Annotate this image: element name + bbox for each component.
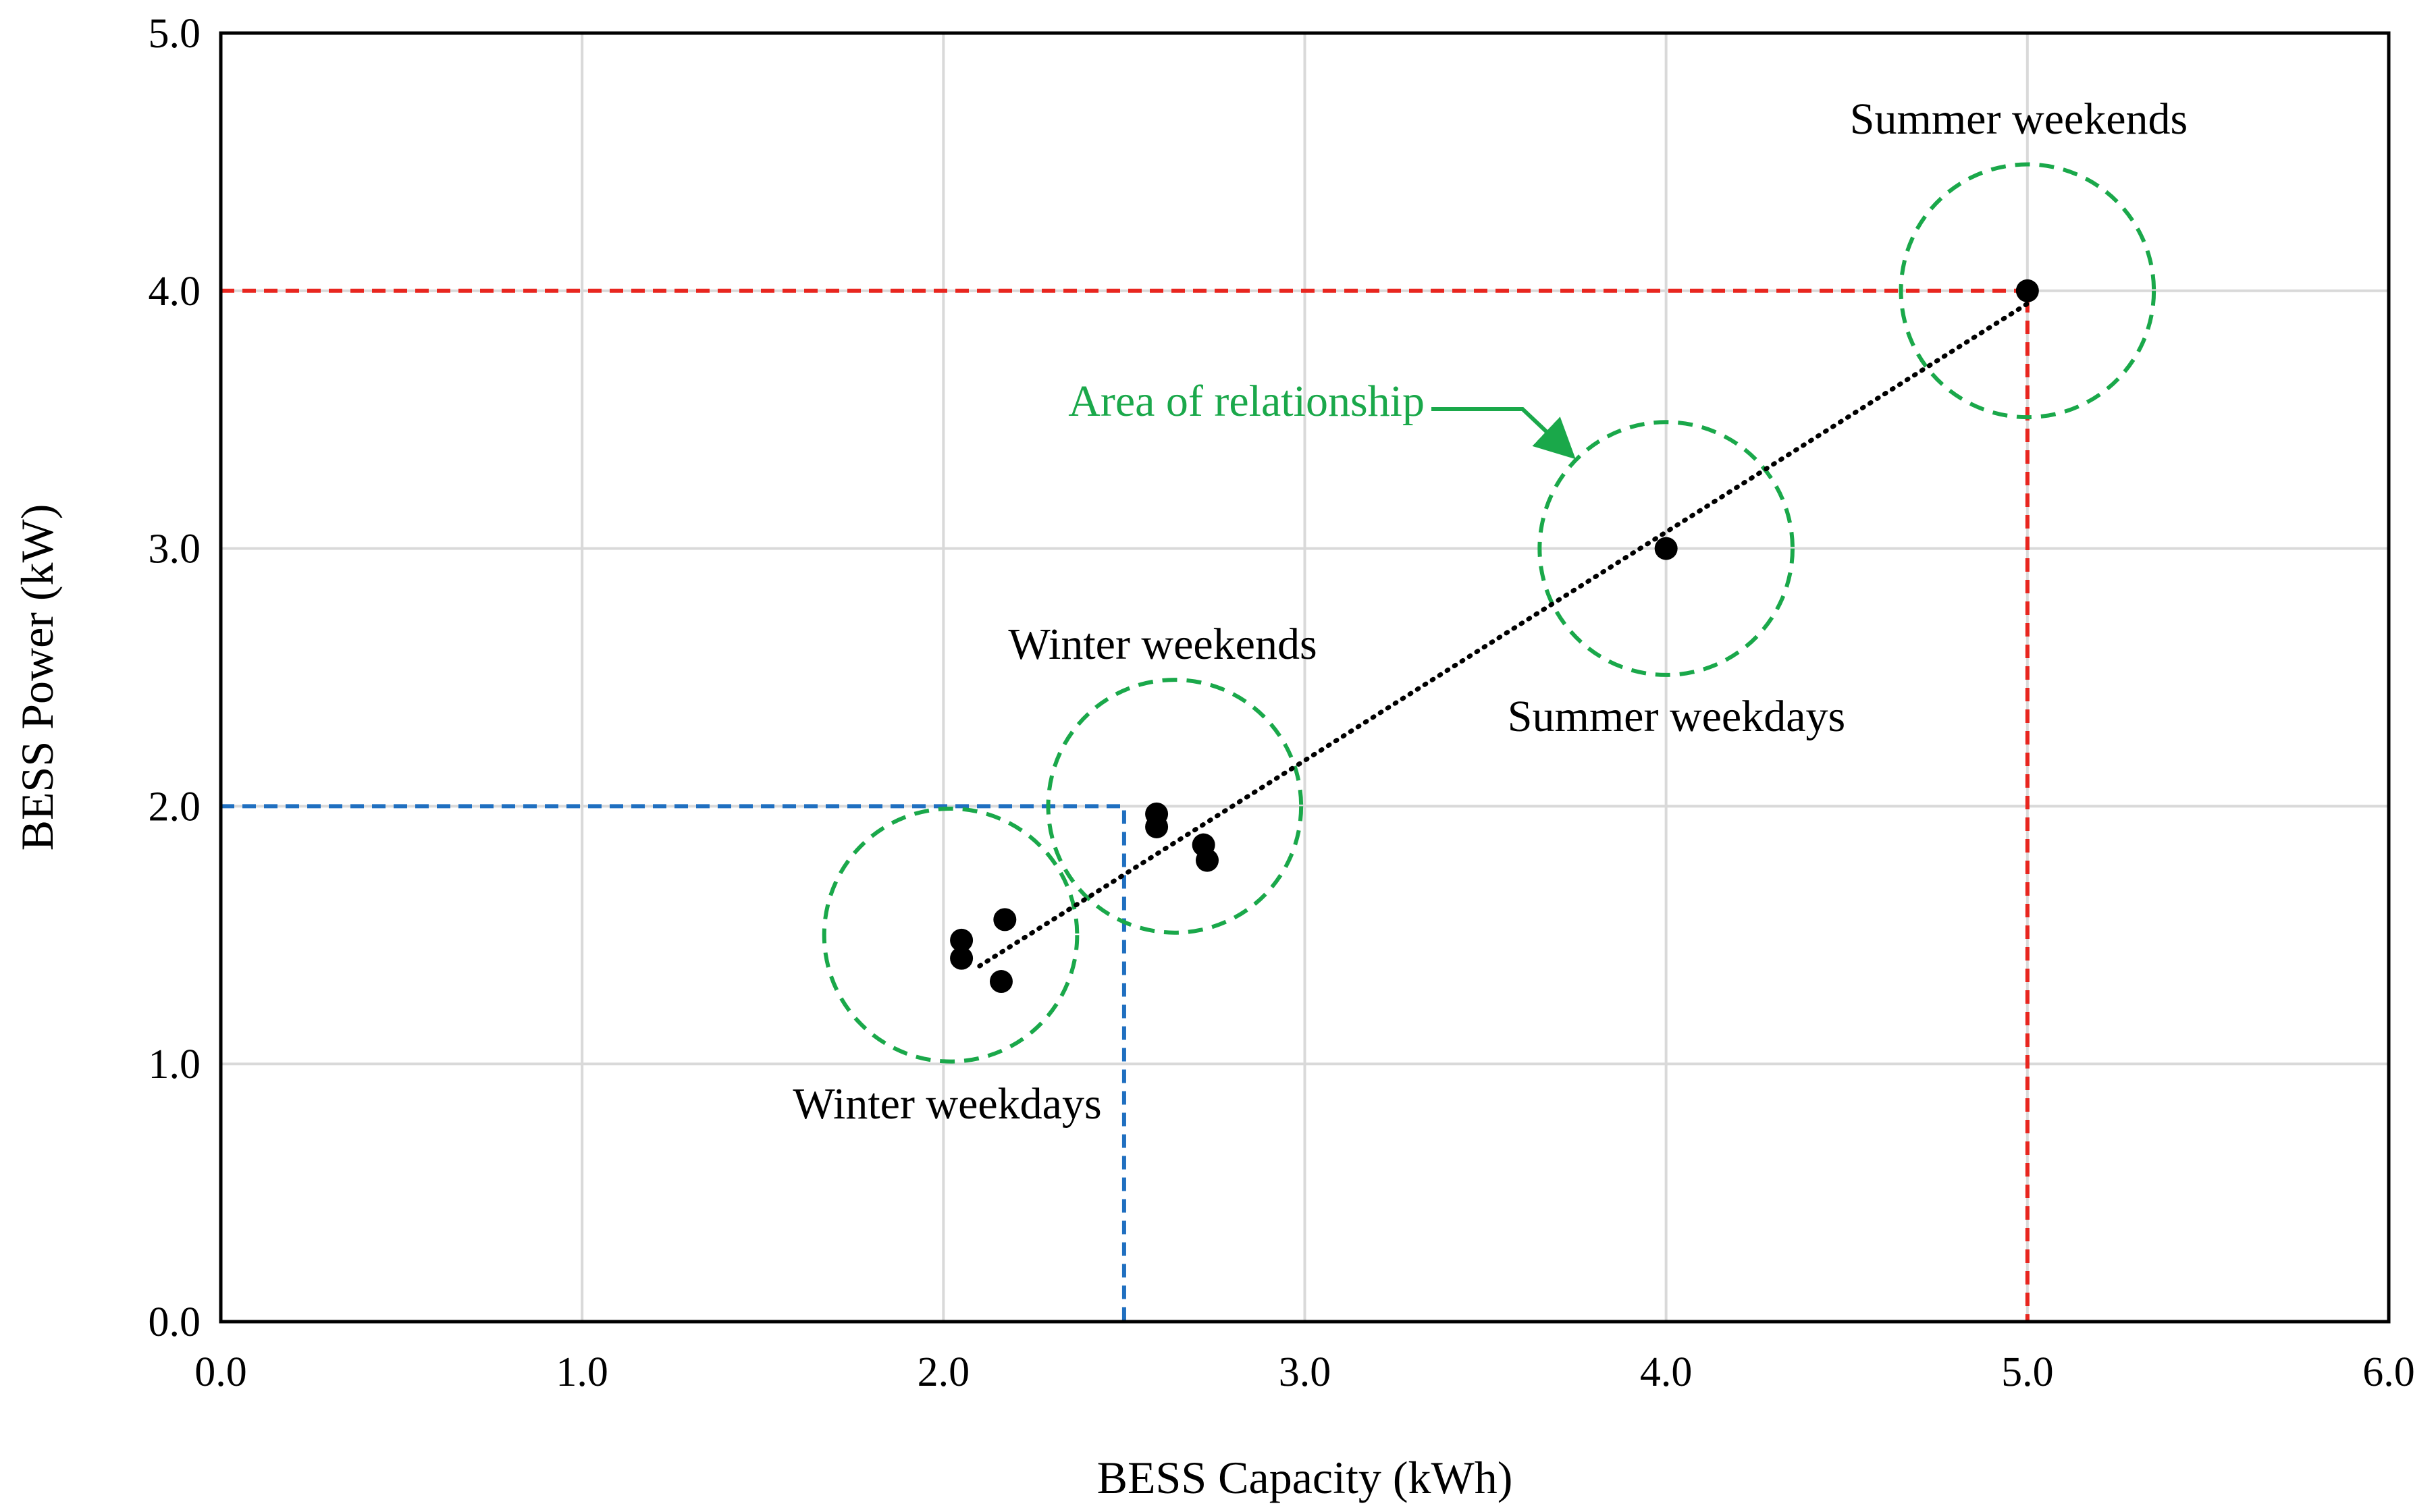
data-point-9 (2015, 279, 2039, 302)
y-axis-title: BESS Power (kW) (11, 504, 63, 851)
y-tick-label: 3.0 (149, 526, 201, 572)
plot-frame (219, 31, 2391, 1324)
group-circle-0 (822, 806, 1080, 1064)
y-tick-label: 0.0 (149, 1299, 201, 1345)
data-point-7 (1196, 848, 1219, 872)
area-of-relationship-arrow (1431, 407, 1576, 460)
grid (221, 33, 2389, 1322)
y-tick-label: 1.0 (149, 1042, 201, 1087)
group-label-1: Winter weekends (1008, 620, 1317, 669)
axes (219, 31, 2391, 1324)
x-axis-title: BESS Capacity (kWh) (1097, 1452, 1513, 1503)
group-circle-3 (1899, 162, 2156, 420)
labels: 0.0 1.0 2.0 3.0 4.0 5.0 6.0 0.0 1.0 2.0 3.0 4.0 5.0 B… (11, 11, 2415, 1503)
x-tick-label: 1.0 (556, 1349, 608, 1395)
data-point-3 (989, 970, 1013, 994)
y-tick-label: 5.0 (149, 11, 201, 57)
x-tick-label: 4.0 (1640, 1349, 1693, 1395)
group-label-0: Winter weekdays (793, 1079, 1101, 1129)
group-circle-1 (1046, 678, 1304, 935)
y-tick-label: 2.0 (149, 784, 201, 830)
data-point-5 (1145, 815, 1169, 838)
group-label-3: Summer weekends (1850, 94, 2188, 144)
group-circle-2 (1537, 420, 1795, 677)
data-point-1 (950, 946, 974, 970)
y-tick-label: 4.0 (149, 269, 201, 315)
group-label-2: Summer weekdays (1508, 692, 1845, 741)
x-tick-label: 2.0 (918, 1349, 970, 1395)
x-tick-label: 0.0 (194, 1349, 247, 1395)
data-points (950, 279, 2039, 994)
area-of-relationship-label: Area of relationship (1068, 377, 1425, 426)
x-tick-label: 3.0 (1279, 1349, 1331, 1395)
x-tick-label: 5.0 (2001, 1349, 2054, 1395)
data-point-8 (1654, 537, 1678, 560)
group-circles (822, 162, 2156, 1064)
x-tick-label: 6.0 (2362, 1349, 2415, 1395)
data-point-2 (993, 908, 1017, 932)
data-point-0 (950, 928, 974, 952)
